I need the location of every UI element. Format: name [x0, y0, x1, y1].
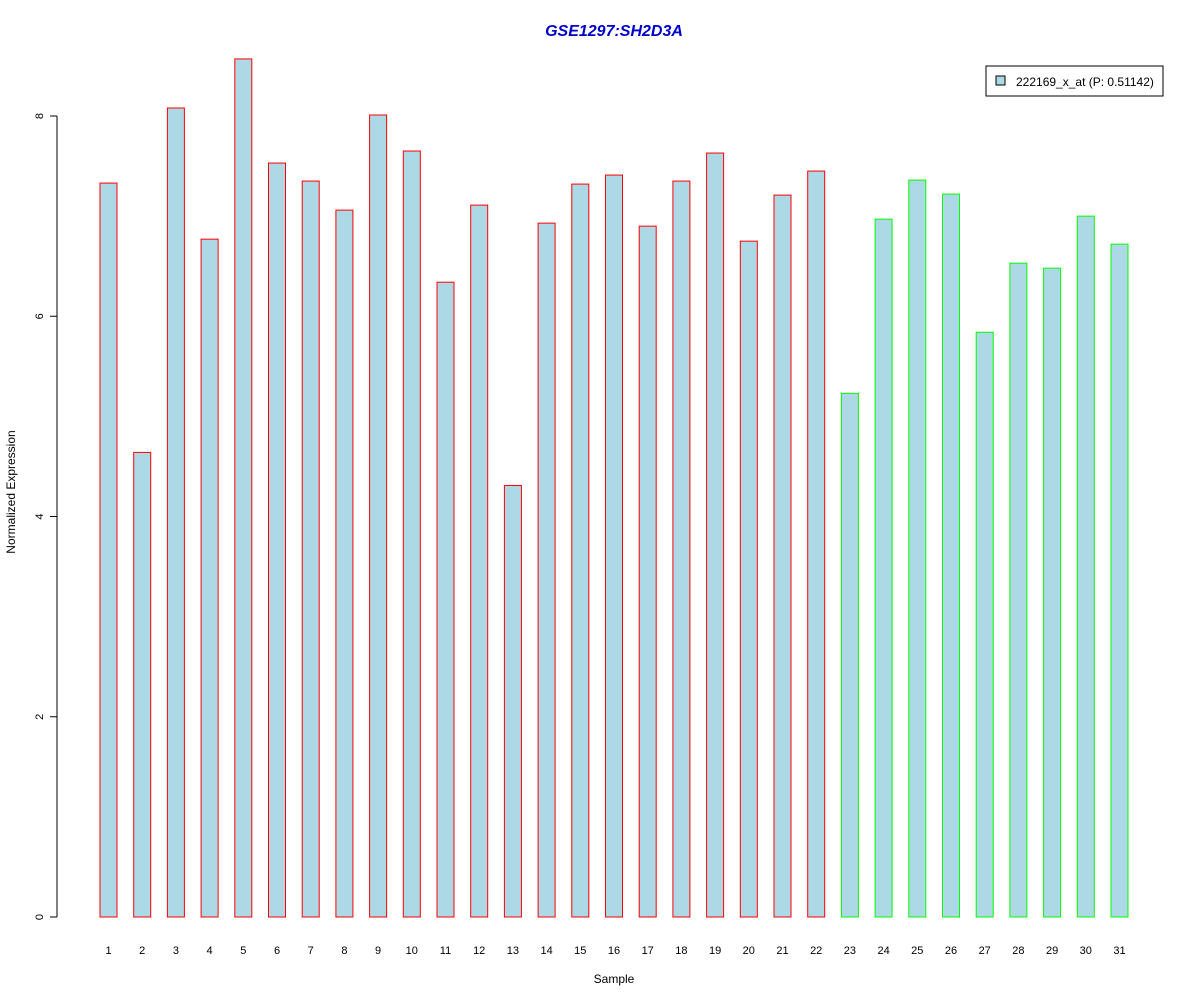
x-tick-label: 3 [173, 945, 179, 957]
bar-sample-26 [942, 193, 960, 918]
y-axis: 0 2 4 6 8 [34, 113, 58, 920]
x-axis-label: Sample [594, 972, 635, 986]
x-tick-label: 30 [1080, 945, 1092, 957]
legend: 222169_x_at (P: 0.51142) [985, 65, 1164, 97]
x-tick-label: 20 [743, 945, 755, 957]
legend-label: 222169_x_at (P: 0.51142) [1016, 75, 1154, 89]
bar-sample-15 [571, 183, 590, 918]
x-tick-label: 29 [1046, 945, 1058, 957]
x-tick-label: 15 [574, 945, 586, 957]
bar-sample-11 [436, 281, 455, 918]
bar-sample-31 [1110, 243, 1129, 918]
x-tick-label: 8 [341, 945, 347, 957]
bar-sample-7 [301, 180, 320, 918]
x-tick-label: 10 [406, 945, 418, 957]
x-tick-label: 22 [810, 945, 822, 957]
bar-sample-14 [537, 222, 556, 918]
x-tick-label: 31 [1113, 945, 1125, 957]
y-tick-label: 4 [34, 513, 46, 519]
x-tick-label: 24 [877, 945, 889, 957]
bar-sample-18 [672, 180, 691, 918]
x-tick-label: 18 [675, 945, 687, 957]
bar-sample-6 [268, 162, 286, 918]
x-tick-label: 25 [911, 945, 923, 957]
bar-sample-17 [638, 225, 657, 918]
x-tick-label: 7 [308, 945, 314, 957]
bar-sample-3 [166, 107, 185, 918]
bar-sample-29 [1043, 267, 1062, 918]
bar-sample-9 [369, 114, 388, 918]
bar-sample-25 [908, 179, 927, 918]
bar-sample-10 [402, 150, 421, 918]
bar-sample-30 [1076, 215, 1095, 918]
x-tick-label: 9 [375, 945, 381, 957]
x-tick-label: 14 [540, 945, 552, 957]
bar-sample-2 [133, 451, 152, 918]
y-tick-label: 2 [34, 714, 46, 720]
y-tick-label: 0 [34, 914, 46, 920]
x-tick-label: 6 [274, 945, 280, 957]
x-tick-label: 27 [979, 945, 991, 957]
x-tick-label: 4 [207, 945, 213, 957]
bar-sample-23 [840, 392, 859, 918]
bars-group [99, 58, 1129, 918]
x-tick-label: 28 [1012, 945, 1024, 957]
bar-sample-20 [739, 240, 758, 918]
x-tick-label: 26 [945, 945, 957, 957]
bar-sample-24 [874, 218, 893, 918]
x-tick-label: 1 [105, 945, 111, 957]
chart-title: GSE1297:SH2D3A [545, 23, 683, 40]
bar-sample-4 [200, 238, 219, 918]
x-tick-label: 5 [240, 945, 246, 957]
x-tick-label: 16 [608, 945, 620, 957]
x-tick-label: 12 [473, 945, 485, 957]
legend-box [985, 65, 1164, 97]
y-tick-label: 6 [34, 313, 46, 319]
bar-sample-22 [807, 170, 826, 918]
bar-sample-13 [503, 484, 522, 918]
y-axis-label: Normalized Expression [4, 430, 18, 553]
x-tick-label: 19 [709, 945, 721, 957]
bar-sample-27 [975, 331, 994, 918]
bar-sample-8 [335, 209, 354, 918]
bar-sample-28 [1009, 262, 1028, 918]
x-tick-label: 23 [844, 945, 856, 957]
x-tick-label: 21 [776, 945, 788, 957]
x-tick-label: 2 [139, 945, 145, 957]
y-tick-label: 8 [34, 113, 46, 119]
bar-sample-12 [470, 204, 489, 918]
bar-sample-1 [99, 182, 118, 918]
bar-sample-5 [234, 58, 253, 918]
bar-sample-16 [605, 174, 623, 918]
x-tick-label: 17 [642, 945, 654, 957]
x-tick-label: 11 [440, 945, 451, 957]
bar-sample-19 [706, 152, 725, 918]
x-tick-labels: 1 2 3 4 5 6 7 8 9 10 11 12 13 14 15 16 17 18 19 20 21 22 23 24 2… [105, 945, 1125, 957]
legend-swatch [995, 75, 1006, 86]
bar-sample-21 [773, 194, 792, 918]
x-tick-label: 13 [507, 945, 519, 957]
